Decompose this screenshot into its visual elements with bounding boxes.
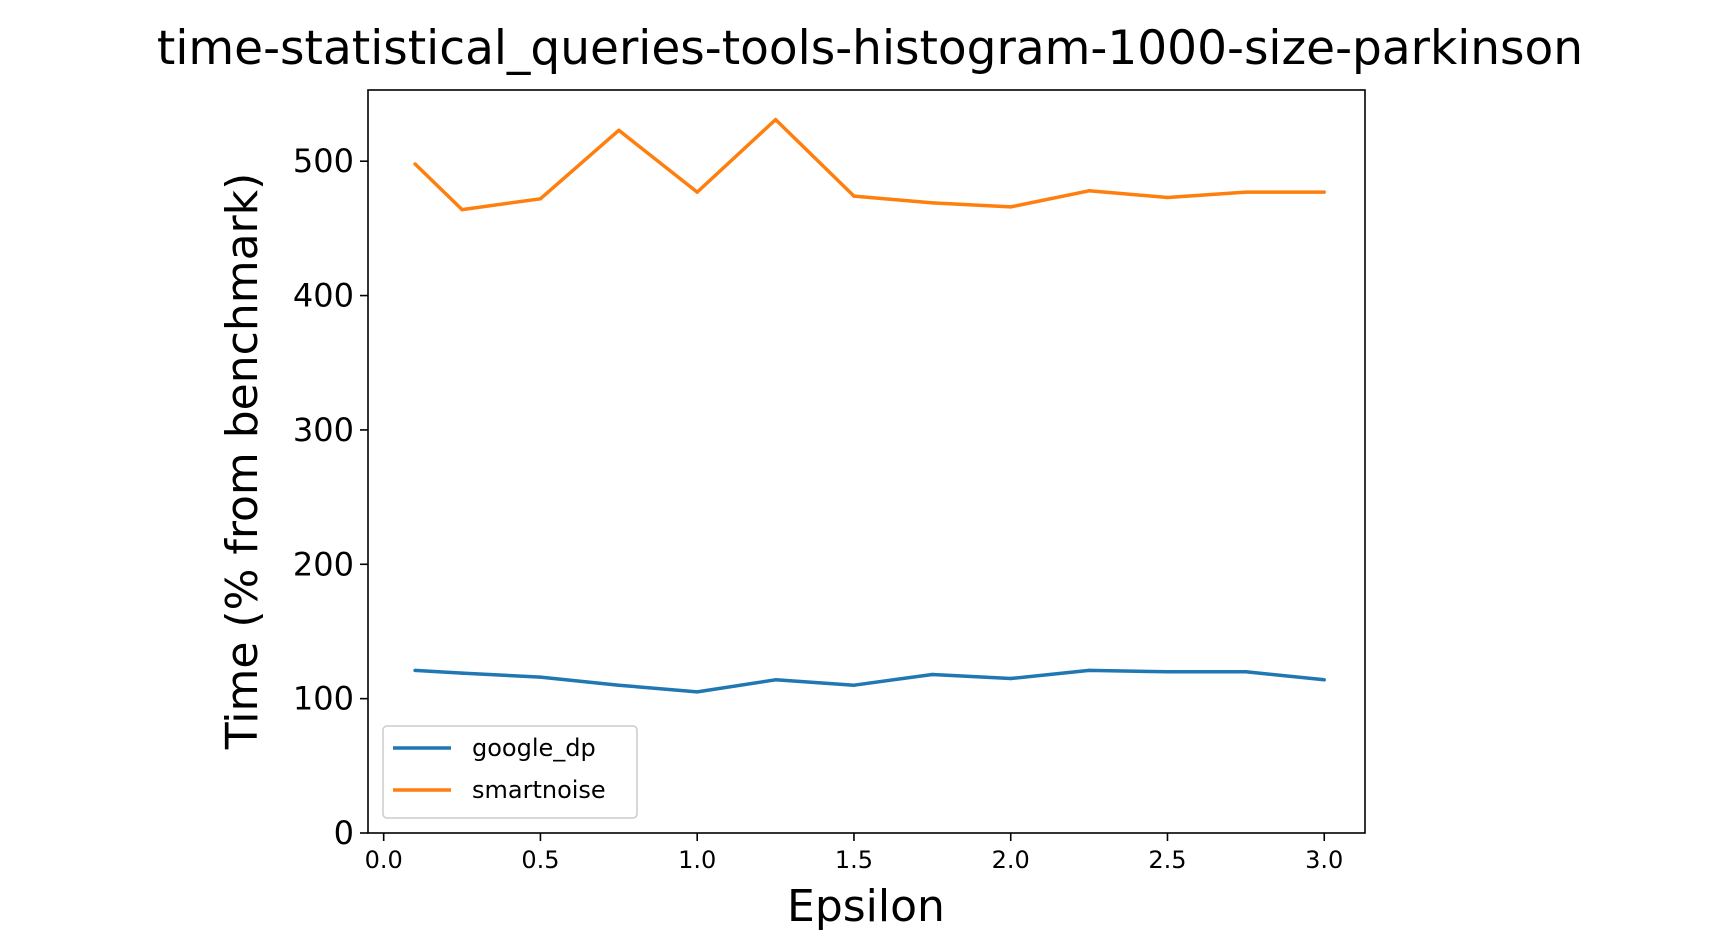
data-point-google-dp <box>1087 668 1091 673</box>
chart-title: time-statistical_queries-tools-histogram… <box>157 21 1583 76</box>
x-tick-label: 0.0 <box>365 846 403 874</box>
data-point-google-dp <box>1165 670 1170 674</box>
plot-area: 0.0 0.5 1.0 1.5 2.0 2.5 3.0 0 100 200 300 400 500 <box>293 89 1366 874</box>
data-point-smartnoise <box>413 162 417 166</box>
data-point-smartnoise <box>1009 205 1013 209</box>
data-point-smartnoise <box>1087 189 1091 193</box>
x-tick-label: 2.0 <box>992 846 1030 874</box>
plot-frame <box>367 89 1366 834</box>
series-group <box>413 117 1326 694</box>
data-point-smartnoise <box>538 197 543 201</box>
data-point-google-dp <box>1009 676 1013 681</box>
x-tick-label: 1.5 <box>835 846 873 874</box>
legend-label-google-dp: google_dp <box>472 734 596 762</box>
y-tick-label: 200 <box>293 545 354 583</box>
data-point-google-dp <box>1244 670 1248 674</box>
x-axis: 0.0 0.5 1.0 1.5 2.0 2.5 3.0 <box>365 833 1343 874</box>
series-line-smartnoise <box>413 117 1325 212</box>
x-tick-label: 0.5 <box>521 846 559 874</box>
data-point-smartnoise <box>617 128 621 133</box>
y-tick-label: 500 <box>293 142 354 180</box>
legend-label-smartnoise: smartnoise <box>472 776 606 804</box>
y-axis: 0 100 200 300 400 500 <box>293 142 368 852</box>
data-point-smartnoise <box>1322 190 1326 194</box>
data-point-smartnoise <box>852 194 856 198</box>
data-point-smartnoise <box>930 201 935 205</box>
x-tick-label: 2.5 <box>1148 846 1186 874</box>
data-point-google-dp <box>460 671 464 675</box>
data-point-google-dp <box>773 678 778 682</box>
data-point-google-dp <box>1322 678 1326 682</box>
data-point-google-dp <box>695 690 699 694</box>
y-tick-label: 400 <box>293 277 354 315</box>
data-point-google-dp <box>930 672 935 677</box>
data-point-smartnoise <box>695 190 699 194</box>
data-point-smartnoise <box>460 207 464 212</box>
data-point-smartnoise <box>1165 195 1170 200</box>
x-axis-label: Epsilon <box>787 881 945 932</box>
y-tick-label: 300 <box>293 411 354 449</box>
data-point-google-dp <box>617 683 621 687</box>
data-point-google-dp <box>413 668 417 673</box>
y-tick-label: 100 <box>293 680 354 718</box>
y-tick-label: 0 <box>334 814 354 852</box>
series-line-google-dp <box>414 668 1325 694</box>
x-tick-label: 3.0 <box>1305 846 1343 874</box>
data-point-google-dp <box>538 675 543 679</box>
data-point-smartnoise <box>1244 190 1248 194</box>
y-axis-label: Time (% from benchmark) <box>217 173 268 751</box>
x-tick-label: 1.0 <box>678 846 716 874</box>
data-point-google-dp <box>852 683 856 687</box>
legend: google_dp smartnoise <box>382 725 638 819</box>
data-point-smartnoise <box>773 117 778 122</box>
